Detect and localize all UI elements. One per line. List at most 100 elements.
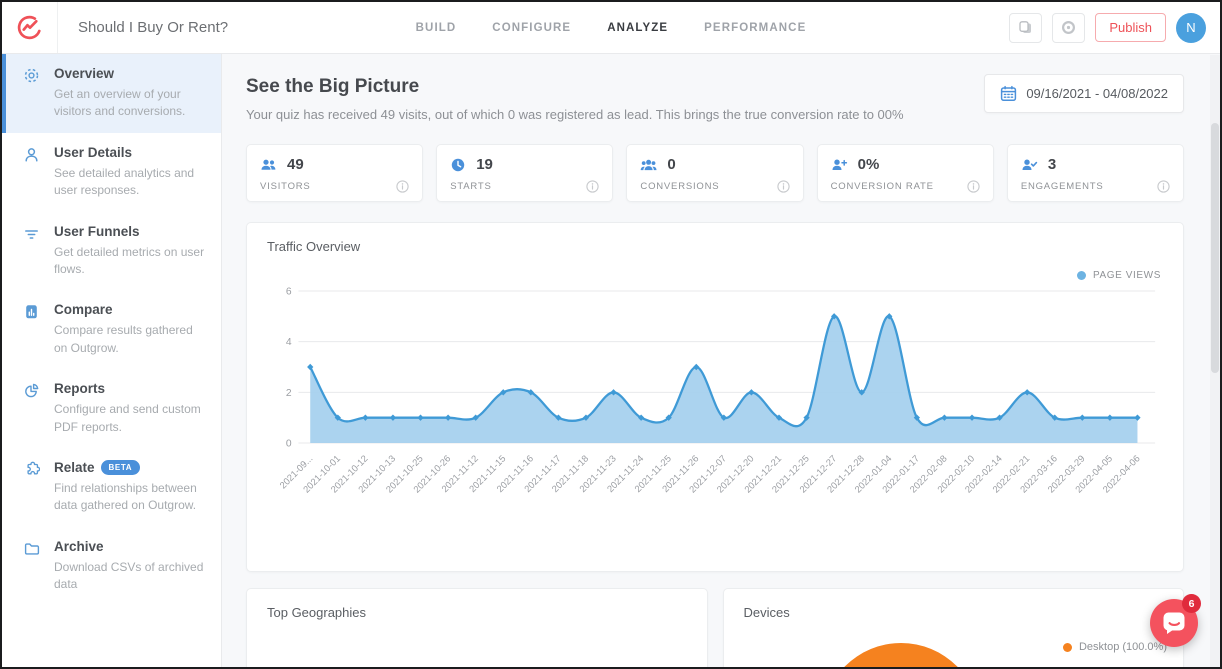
preview-button[interactable] xyxy=(1052,12,1086,43)
sidebar-item-label-text: Reports xyxy=(54,381,106,397)
stat-value: 49 xyxy=(287,156,304,173)
traffic-overview-card: Traffic Overview PAGE VIEWS 0 2 4 6 2021-09.… xyxy=(246,222,1184,572)
main-header: See the Big Picture Your quiz has receiv… xyxy=(246,74,1184,122)
sidebar-item-description: See detailed analytics and user response… xyxy=(54,165,195,198)
sidebar-item-description: Get detailed metrics on user flows. xyxy=(54,244,205,276)
page-views-legend-label: PAGE VIEWS xyxy=(1092,270,1161,281)
stat-label: CONVERSION RATE xyxy=(830,181,934,192)
info-icon[interactable] xyxy=(1157,180,1170,193)
traffic-area-chart: 02462021-09...2021-10-012021-10-122021-1… xyxy=(277,286,1156,495)
device-preview-button[interactable] xyxy=(1009,12,1043,43)
stat-card-conversions: 0 CONVERSIONS xyxy=(626,144,804,202)
beta-badge: BETA xyxy=(100,459,141,475)
page-title: See the Big Picture xyxy=(246,76,420,97)
stat-card-visitors: 49 VISITORS xyxy=(246,144,424,202)
svg-text:6: 6 xyxy=(286,286,292,297)
stat-value: 19 xyxy=(476,156,493,173)
group-icon xyxy=(641,159,657,170)
devices-pie xyxy=(821,643,980,667)
devices-legend[interactable]: Desktop (100.0%) xyxy=(1062,641,1167,653)
stat-value: 3 xyxy=(1047,156,1057,173)
topbar-actions: Publish N xyxy=(1009,12,1220,43)
svg-text:0: 0 xyxy=(286,438,292,449)
sidebar-item-label: Compare xyxy=(54,302,113,318)
sidebar: Overview Get an overview of your visitor… xyxy=(2,54,222,667)
page-subtitle: Your quiz has received 49 visits, out of… xyxy=(246,107,904,122)
vertical-scrollbar[interactable] xyxy=(1210,55,1220,667)
sidebar-item-description: Compare results gathered on Outgrow. xyxy=(54,323,193,355)
user-icon xyxy=(23,146,40,168)
desktop-legend-label: Desktop (100.0%) xyxy=(1078,641,1167,653)
nav-performance[interactable]: PERFORMANCE xyxy=(704,21,807,34)
copy-icon xyxy=(1019,21,1032,33)
gear-icon xyxy=(23,67,40,89)
nav-build[interactable]: BUILD xyxy=(415,21,457,34)
main-content: See the Big Picture Your quiz has receiv… xyxy=(222,54,1220,667)
sidebar-item-label-text: Relate xyxy=(54,459,95,475)
pie-chart-icon xyxy=(23,382,40,404)
date-range-value: 09/16/2021 - 04/08/2022 xyxy=(1026,86,1168,101)
sidebar-item-reports[interactable]: RelateReports Configure and send custom … xyxy=(2,369,221,448)
stat-value: 0% xyxy=(857,156,880,173)
sidebar-item-label: User Details xyxy=(54,144,133,160)
top-navigation: BUILD CONFIGURE ANALYZE PERFORMANCE xyxy=(416,22,807,34)
clipboard-chart-icon xyxy=(23,303,40,325)
stat-label: VISITORS xyxy=(260,181,311,192)
sidebar-item-archive[interactable]: Archive Download CSVs of archived data xyxy=(2,527,221,606)
stat-label: CONVERSIONS xyxy=(640,181,720,192)
sidebar-item-user-details[interactable]: User Details See detailed analytics and … xyxy=(2,133,221,212)
nav-analyze[interactable]: ANALYZE xyxy=(607,21,669,34)
calendar-icon xyxy=(1001,85,1017,102)
folder-icon xyxy=(23,540,40,562)
devices-title: Devices xyxy=(743,605,790,620)
stat-card-starts: 19 STARTS xyxy=(436,144,614,202)
sidebar-item-user-funnels[interactable]: User Funnels Get detailed metrics on use… xyxy=(2,212,221,291)
stat-label: ENGAGEMENTS xyxy=(1020,181,1104,192)
body: Overview Get an overview of your visitor… xyxy=(2,54,1220,667)
quiz-title: Should I Buy Or Rent? xyxy=(78,19,229,36)
sidebar-item-label: User Funnels xyxy=(54,223,140,239)
sidebar-item-compare[interactable]: Compare Compare results gathered on Outg… xyxy=(2,290,221,369)
date-range-picker[interactable]: 09/16/2021 - 04/08/2022 xyxy=(984,74,1184,113)
sidebar-item-description: Get an overview of your visitors and con… xyxy=(54,87,186,119)
outgrow-logo[interactable] xyxy=(2,2,58,53)
page-views-legend-dot xyxy=(1076,271,1086,280)
svg-text:4: 4 xyxy=(286,337,292,348)
scrollbar-thumb[interactable] xyxy=(1211,123,1219,373)
sidebar-item-label: Relate BETA xyxy=(54,459,207,475)
eye-icon xyxy=(1062,20,1076,35)
avatar[interactable]: N xyxy=(1176,12,1206,43)
sidebar-item-overview[interactable]: Overview Get an overview of your visitor… xyxy=(2,54,221,133)
chat-unread-badge: 6 xyxy=(1182,594,1201,613)
stat-value: 0 xyxy=(667,156,676,173)
info-icon[interactable] xyxy=(396,180,409,193)
stat-label: STARTS xyxy=(450,181,492,192)
people-icon xyxy=(261,159,276,170)
chat-launcher[interactable]: 6 xyxy=(1150,594,1201,647)
info-icon[interactable] xyxy=(776,180,790,193)
sidebar-item-label: RelateReports xyxy=(54,381,207,396)
sidebar-item-description: Download CSVs of archived data xyxy=(54,559,204,592)
stats-row: 49 VISITORS xyxy=(246,144,1185,202)
sidebar-item-description: Find relationships between data gathered… xyxy=(54,480,197,513)
devices-card: Devices Desktop (100.0%) xyxy=(722,588,1184,667)
person-plus-icon xyxy=(832,159,847,170)
traffic-legend[interactable]: PAGE VIEWS xyxy=(269,270,1161,281)
nav-configure[interactable]: CONFIGURE xyxy=(492,21,572,34)
info-icon[interactable] xyxy=(967,180,980,193)
publish-button[interactable]: Publish xyxy=(1095,13,1166,42)
bottom-row: Top Geographies Devices Desktop (100.0%) xyxy=(246,588,1184,667)
funnel-icon xyxy=(23,225,40,247)
clock-icon xyxy=(451,158,465,171)
chat-bubble-icon xyxy=(1163,612,1184,634)
info-icon[interactable] xyxy=(586,180,600,193)
sidebar-item-relate[interactable]: Relate BETA Find relationships between da… xyxy=(2,448,221,527)
svg-text:2: 2 xyxy=(286,388,292,399)
top-geographies-card: Top Geographies xyxy=(246,588,708,667)
topbar: Should I Buy Or Rent? BUILD CONFIGURE AN… xyxy=(2,2,1220,54)
person-check-icon xyxy=(1022,159,1038,170)
stat-card-conversion-rate: 0% CONVERSION RATE xyxy=(816,144,994,202)
traffic-overview-title: Traffic Overview xyxy=(267,239,361,254)
puzzle-icon xyxy=(23,461,41,483)
